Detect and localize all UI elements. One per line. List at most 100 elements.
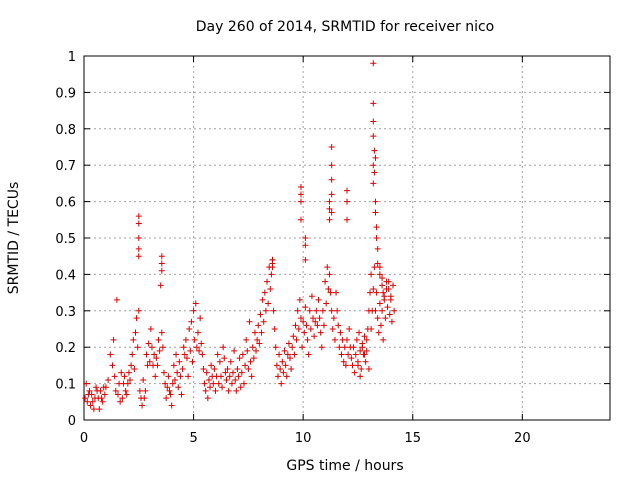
data-point [186,326,193,332]
data-point [127,376,134,383]
data-point [173,351,180,358]
data-point [188,318,195,325]
data-point [135,220,142,227]
data-point [185,373,192,380]
data-point [340,358,347,365]
data-point [228,380,235,387]
data-point [374,245,381,252]
data-point [289,344,296,351]
data-point [320,322,327,329]
data-point [193,344,200,351]
data-point [86,387,93,394]
data-point [253,347,260,354]
data-point [284,351,291,358]
data-point [295,326,302,332]
data-point [131,366,138,373]
data-point [96,406,103,413]
data-point [139,402,146,409]
data-point [237,384,244,391]
data-point [234,366,241,373]
data-point [302,256,309,263]
data-point [238,369,245,376]
data-point [363,336,370,343]
data-point [208,362,215,369]
data-point [285,340,292,347]
data-point [380,336,387,343]
data-point [156,347,163,354]
data-point [211,366,218,373]
data-point [94,387,101,394]
data-point [180,344,187,351]
data-point [124,380,131,387]
data-point [215,380,222,387]
data-point [370,118,377,125]
data-point [240,380,247,387]
data-point [254,336,261,343]
data-point [370,60,377,67]
data-point [273,362,280,369]
data-point [249,344,256,351]
data-point [201,380,208,387]
y-tick-label: 0.6 [55,196,76,211]
data-point [372,307,379,314]
data-point [342,362,349,369]
data-point [328,144,335,150]
data-point [251,329,258,336]
data-point [230,369,237,376]
data-point [327,289,334,296]
data-point [274,373,281,380]
data-point [379,282,386,289]
data-point [379,307,386,314]
data-point [83,380,90,387]
data-point [297,216,304,223]
data-point [283,373,290,380]
data-point [331,336,338,343]
data-point [117,398,124,405]
data-point [314,322,321,329]
data-point [158,260,165,267]
y-tick-label: 0.8 [55,123,76,138]
data-point [255,322,262,329]
data-point [207,384,214,391]
data-point [112,387,119,394]
y-tick-label: 0 [68,414,76,429]
data-point [328,162,335,169]
data-point [268,271,275,278]
data-point [176,358,183,365]
data-point [379,275,386,282]
data-point [223,376,230,383]
y-tick-label: 1 [68,50,76,65]
data-point [277,366,284,373]
data-point [372,209,379,216]
data-point [373,289,380,296]
data-point [220,344,227,351]
data-point [367,289,374,296]
data-point [227,358,234,365]
data-point [313,307,320,314]
data-point [98,395,105,402]
data-point [329,326,336,332]
data-point [372,198,379,205]
data-point [384,304,391,311]
data-point [258,329,265,336]
data-point [226,373,233,380]
data-point [222,369,229,376]
data-point [166,387,173,394]
x-axis-title: GPS time / hours [286,458,403,474]
data-point [145,340,152,347]
data-point [84,398,91,405]
data-point [325,285,332,292]
data-point [248,373,255,380]
data-point [217,373,224,380]
data-point [312,318,319,325]
data-point [272,344,279,351]
data-point [118,369,125,376]
data-point [368,271,375,278]
data-point [333,289,340,296]
data-point [128,362,135,369]
data-point [90,406,97,413]
data-point [346,326,353,332]
data-point [99,398,106,405]
y-tick-label: 0.3 [55,305,76,320]
data-point [91,395,98,402]
